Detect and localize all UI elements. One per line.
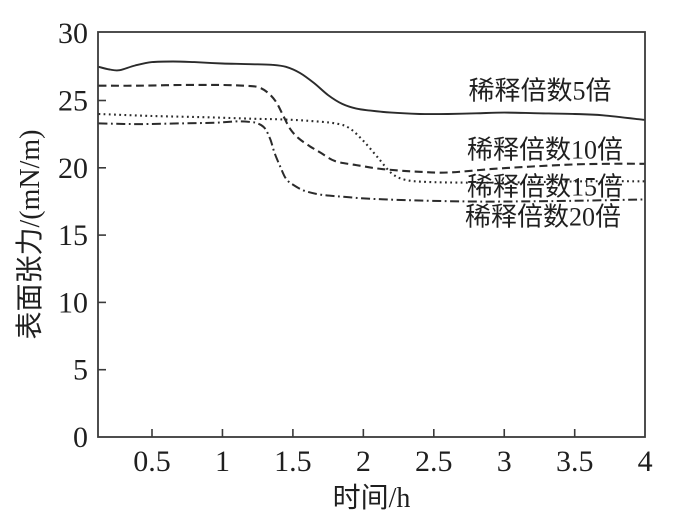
series-line-1 — [98, 60, 646, 121]
y-tick-label: 5 — [73, 354, 88, 387]
x-tick-label: 0.5 — [133, 445, 171, 478]
series-line-2 — [98, 83, 646, 174]
y-tick-label: 30 — [58, 17, 88, 50]
y-axis-title: 表面张力/(mN/m) — [15, 129, 46, 340]
x-axis-title: 时间/h — [332, 483, 411, 512]
x-tick-label: 3 — [497, 445, 512, 478]
series-line-4 — [98, 120, 646, 203]
y-tick-label: 20 — [58, 152, 88, 185]
y-tick-label: 0 — [73, 421, 88, 454]
x-tick-label: 3.5 — [556, 445, 594, 478]
series-label-1: 稀释倍数5倍 — [468, 77, 611, 106]
y-tick-label: 15 — [58, 219, 88, 252]
series-label-2: 稀释倍数10倍 — [467, 136, 623, 165]
series-line-3 — [98, 112, 646, 184]
y-tick-label: 25 — [58, 85, 88, 118]
x-tick-label: 1 — [215, 445, 230, 478]
x-tick-label: 1.5 — [274, 445, 312, 478]
x-tick-label: 2 — [356, 445, 371, 478]
series-label-3: 稀释倍数15倍 — [467, 173, 623, 202]
series-label-4: 稀释倍数20倍 — [465, 203, 621, 232]
x-tick-label: 4 — [638, 445, 653, 478]
y-tick-label: 10 — [58, 286, 88, 319]
x-tick-label: 2.5 — [415, 445, 453, 478]
